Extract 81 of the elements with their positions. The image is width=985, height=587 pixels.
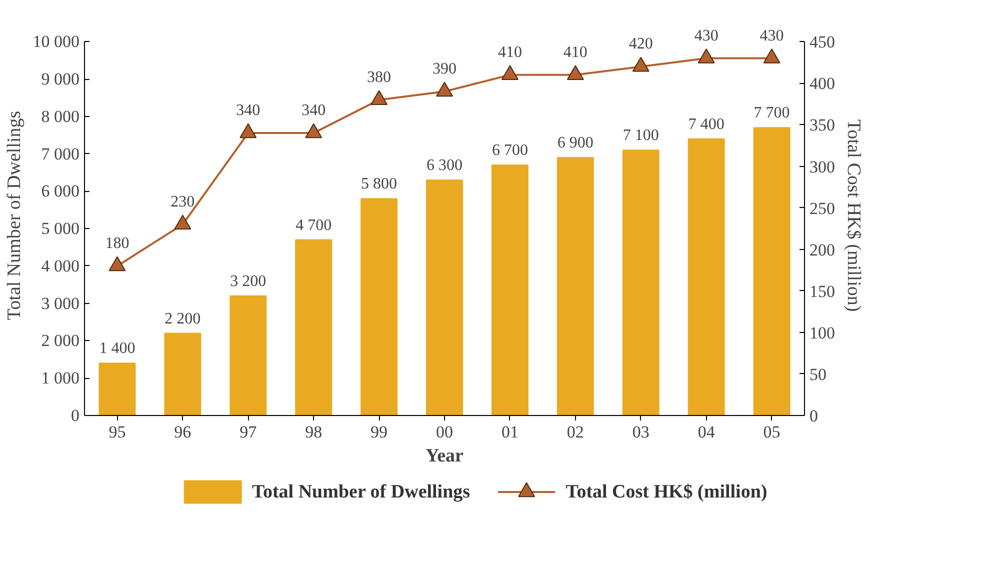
bar [98, 362, 136, 416]
data-label: 430 [694, 27, 718, 44]
bar [753, 127, 790, 416]
bar [622, 150, 660, 416]
bar [230, 295, 267, 416]
y2-axis-title: Total Cost HK$ (million) [843, 119, 864, 312]
data-label: 340 [302, 102, 326, 120]
bar [360, 198, 398, 416]
data-label: 7 400 [688, 116, 724, 133]
data-label: 5 800 [361, 176, 398, 193]
y-tick-label: 10 000 [32, 32, 80, 52]
data-label: 410 [498, 44, 522, 61]
y-tick-label: 7 000 [41, 144, 80, 164]
data-label: 430 [760, 27, 784, 44]
x-axis-title: Year [426, 446, 464, 466]
data-label: 2 200 [164, 310, 201, 328]
x-tick-label: 97 [240, 422, 258, 442]
x-tick-label: 03 [632, 422, 650, 442]
x-tick-label: 96 [174, 422, 192, 442]
y-tick-label: 1 000 [41, 368, 80, 388]
x-tick-label: 00 [436, 422, 453, 442]
x-tick-label: 04 [698, 422, 716, 442]
y-tick-label: 5 000 [41, 219, 80, 238]
data-label: 6 700 [492, 142, 528, 160]
point [698, 48, 715, 64]
y2-tick-label: 400 [810, 74, 835, 94]
legend-label: Total Number of Dwellings [252, 482, 470, 502]
y-tick-label: 2 000 [41, 331, 80, 350]
x-tick-label: 99 [370, 422, 388, 442]
x-tick-label: 01 [501, 422, 518, 442]
y-tick-label: 6 000 [41, 182, 80, 201]
y2-tick-label: 250 [810, 198, 835, 218]
y-tick-label: 8 000 [41, 106, 80, 126]
data-label: 7 100 [622, 127, 659, 144]
x-tick-label: 98 [305, 422, 322, 442]
x-tick-label: 95 [108, 422, 126, 442]
data-label: 230 [170, 193, 195, 210]
point [763, 48, 780, 64]
y2-tick-label: 200 [810, 240, 835, 260]
bar [491, 164, 528, 416]
y2-tick-label: 150 [810, 282, 835, 301]
data-label: 410 [563, 44, 588, 61]
bar [688, 138, 725, 416]
y2-tick-label: 300 [810, 157, 835, 176]
data-label: 420 [628, 36, 653, 53]
point [370, 90, 388, 105]
legend-label: Total Cost HK$ (million) [566, 482, 768, 502]
y-tick-label: 0 [71, 406, 80, 425]
bar [556, 157, 594, 416]
data-label: 1 400 [99, 340, 136, 358]
data-label: 390 [432, 60, 456, 78]
point [566, 65, 584, 80]
data-label: 380 [367, 68, 392, 86]
bar [295, 239, 332, 416]
x-tick-label: 05 [763, 422, 780, 442]
data-label: 180 [105, 234, 130, 252]
data-label: 6 300 [426, 156, 462, 174]
point [108, 256, 126, 272]
point [305, 123, 322, 138]
y2-tick-label: 450 [810, 32, 835, 52]
y2-tick-label: 350 [810, 116, 835, 135]
data-label: 3 200 [230, 272, 266, 290]
y-tick-label: 4 000 [41, 256, 80, 276]
y2-tick-label: 50 [810, 364, 826, 384]
data-label: 7 700 [754, 104, 790, 122]
point [174, 214, 192, 230]
point [632, 56, 650, 72]
data-label: 6 900 [557, 134, 594, 152]
y-tick-label: 3 000 [41, 294, 80, 313]
data-label: 4 700 [296, 216, 332, 234]
point [501, 65, 518, 80]
y-axis-title: Total Number of Dwellings [4, 110, 25, 320]
x-tick-label: 02 [566, 422, 584, 442]
point [240, 123, 257, 138]
y2-tick-label: 0 [810, 406, 818, 426]
y-tick-label: 9 000 [41, 70, 80, 89]
bar [164, 332, 202, 416]
data-label: 340 [236, 102, 260, 120]
point [436, 82, 453, 97]
bar [426, 179, 463, 416]
y2-tick-label: 100 [810, 323, 835, 342]
